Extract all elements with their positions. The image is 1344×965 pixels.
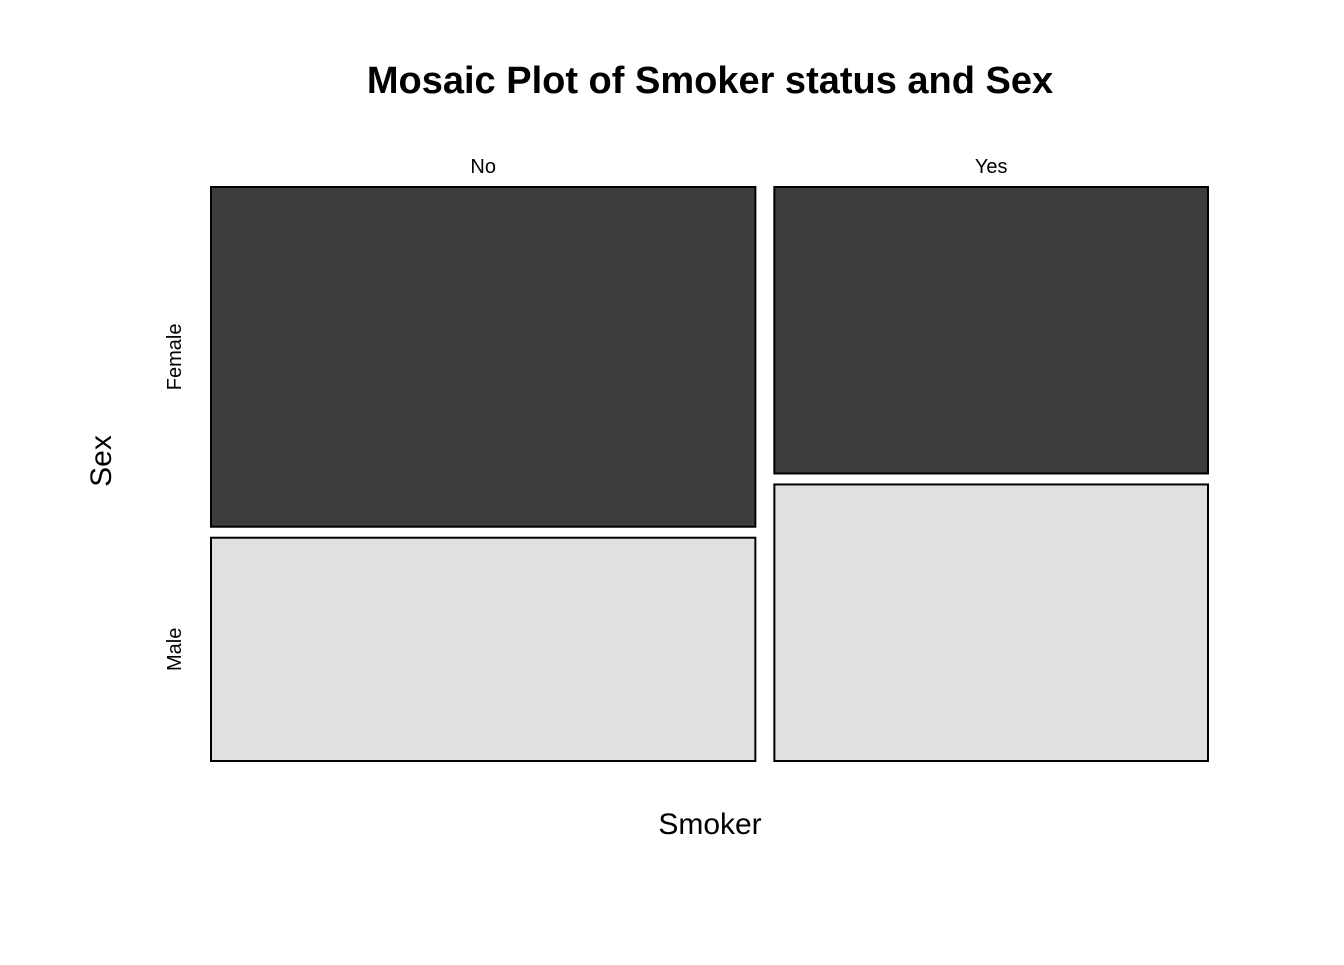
tile-yes-female xyxy=(773,186,1209,475)
y-tick-label-male: Male xyxy=(164,628,186,671)
tile-yes-male xyxy=(773,483,1209,762)
x-tick-label-no: No xyxy=(470,156,496,178)
tile-no-female xyxy=(210,186,757,528)
y-axis-label: Sex xyxy=(85,435,118,487)
chart-title: Mosaic Plot of Smoker status and Sex xyxy=(367,60,1053,102)
mosaic-tiles-group xyxy=(210,186,1209,762)
tile-no-male xyxy=(210,536,757,762)
x-axis-label: Smoker xyxy=(658,808,761,841)
x-tick-label-yes: Yes xyxy=(975,156,1008,178)
y-tick-label-female: Female xyxy=(164,324,186,391)
